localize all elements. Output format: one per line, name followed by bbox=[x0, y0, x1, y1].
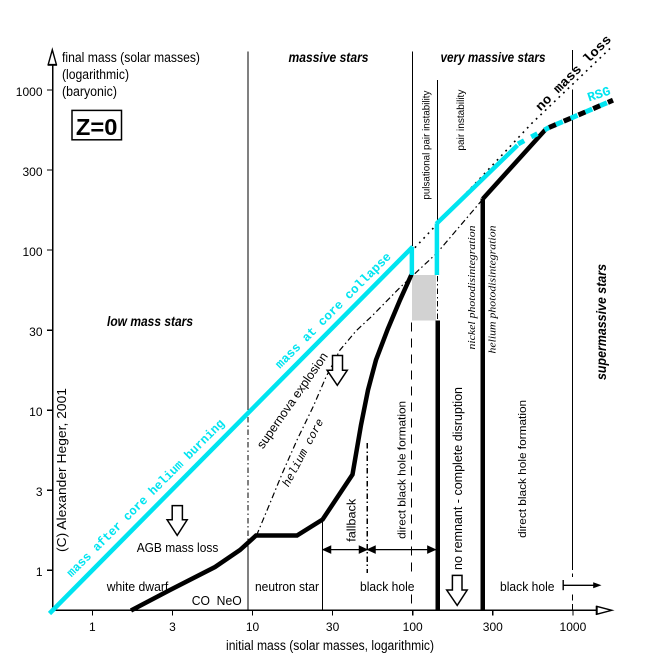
svg-text:white dwarf: white dwarf bbox=[106, 579, 169, 594]
svg-text:300: 300 bbox=[22, 165, 42, 179]
svg-text:massive stars: massive stars bbox=[289, 50, 369, 65]
svg-text:CO NeO: CO NeO bbox=[192, 593, 242, 608]
svg-text:Z=0: Z=0 bbox=[76, 114, 118, 140]
svg-text:1000: 1000 bbox=[16, 85, 43, 99]
svg-text:1: 1 bbox=[89, 620, 96, 634]
svg-text:low mass stars: low mass stars bbox=[107, 314, 193, 329]
svg-text:RSG: RSG bbox=[586, 84, 613, 106]
svg-text:supermassive stars: supermassive stars bbox=[594, 264, 609, 380]
svg-text:nickel photodisintegration: nickel photodisintegration bbox=[466, 225, 478, 350]
svg-text:neutron star: neutron star bbox=[255, 579, 320, 594]
svg-text:mass after core helium burning: mass after core helium burning bbox=[64, 417, 227, 580]
svg-text:fallback: fallback bbox=[347, 499, 359, 542]
svg-text:final mass (solar masses): final mass (solar masses) bbox=[62, 50, 200, 65]
svg-text:direct black hole formation: direct black hole formation bbox=[517, 400, 529, 538]
svg-text:AGB mass loss: AGB mass loss bbox=[137, 540, 219, 555]
svg-text:30: 30 bbox=[29, 325, 43, 339]
svg-text:100: 100 bbox=[22, 245, 42, 259]
svg-text:10: 10 bbox=[29, 405, 43, 419]
svg-text:pulsational pair instability: pulsational pair instability bbox=[421, 90, 433, 200]
svg-text:10: 10 bbox=[246, 620, 260, 634]
svg-text:helium photodisintegration: helium photodisintegration bbox=[487, 225, 499, 354]
svg-text:very massive stars: very massive stars bbox=[441, 50, 546, 65]
svg-text:300: 300 bbox=[483, 620, 503, 634]
svg-text:(C) Alexander Heger, 2001: (C) Alexander Heger, 2001 bbox=[54, 388, 69, 552]
svg-text:1: 1 bbox=[36, 565, 43, 579]
svg-text:3: 3 bbox=[169, 620, 176, 634]
svg-text:helium core: helium core bbox=[281, 417, 328, 489]
svg-text:3: 3 bbox=[36, 485, 43, 499]
svg-text:(baryonic): (baryonic) bbox=[62, 84, 117, 99]
svg-text:black hole: black hole bbox=[500, 579, 555, 594]
svg-text:1000: 1000 bbox=[560, 620, 587, 634]
svg-text:direct black hole formation: direct black hole formation bbox=[397, 401, 409, 539]
svg-text:initial mass (solar masses, lo: initial mass (solar masses, logarithmic) bbox=[226, 638, 434, 653]
svg-text:100: 100 bbox=[403, 620, 423, 634]
svg-text:30: 30 bbox=[326, 620, 340, 634]
svg-text:(logarithmic): (logarithmic) bbox=[62, 67, 129, 82]
svg-text:black hole: black hole bbox=[360, 579, 415, 594]
svg-text:no remnant - complete disrupti: no remnant - complete disruption bbox=[451, 387, 465, 570]
svg-text:pair instability: pair instability bbox=[455, 89, 467, 151]
